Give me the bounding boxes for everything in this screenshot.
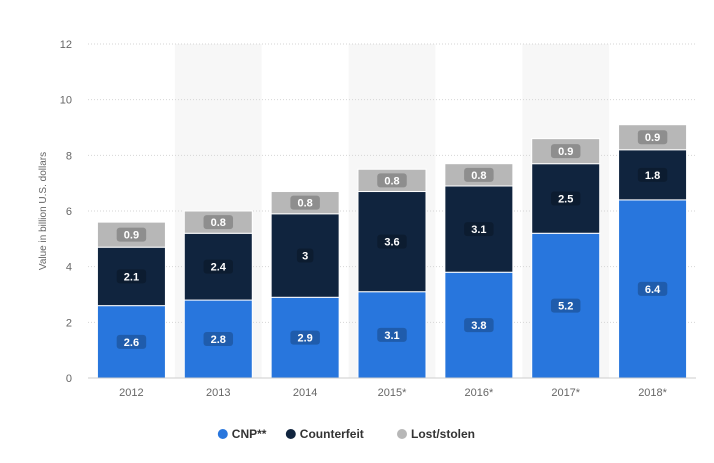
data-label: 3 [302, 251, 308, 263]
data-label-bg [116, 269, 147, 284]
data-label-bg [637, 167, 668, 182]
bar-segment [270, 296, 340, 379]
data-label: 0.8 [211, 217, 226, 229]
y-axis-ticks: 0 2 4 6 8 10 12 [60, 39, 72, 385]
y-tick-label: 6 [66, 206, 72, 218]
data-label: 0.8 [471, 170, 486, 182]
x-tick-label: 2016* [464, 387, 493, 399]
data-label-bg [464, 318, 494, 333]
y-tick-label: 2 [66, 317, 72, 329]
data-label: 2.6 [124, 337, 139, 349]
data-label-bg [203, 259, 234, 274]
data-label: 3.1 [384, 330, 399, 342]
data-label: 2.8 [211, 334, 226, 346]
data-label: 3.6 [384, 237, 399, 249]
data-label: 0.8 [384, 175, 399, 187]
data-label: 1.8 [645, 170, 660, 182]
bar-segment [96, 305, 166, 379]
bar-segment [270, 213, 340, 298]
data-label: 2.1 [124, 271, 139, 283]
x-tick-label: 2017* [551, 387, 580, 399]
x-tick-label: 2018* [638, 387, 667, 399]
data-label-bg [637, 281, 668, 296]
legend-label: CNP** [232, 427, 267, 441]
bar-segment [531, 163, 601, 234]
data-label: 2.4 [211, 262, 227, 274]
data-label-bg [550, 191, 581, 206]
data-label: 0.9 [645, 132, 660, 144]
legend-item[interactable]: Counterfeit [285, 427, 364, 441]
legend-marker [217, 429, 228, 439]
bar-segment [96, 246, 166, 307]
bar-segment [444, 163, 514, 187]
x-tick-label: 2012 [119, 387, 143, 399]
data-label-bg [637, 130, 668, 145]
data-label: 6.4 [645, 284, 661, 296]
x-tick-label: 2013 [206, 387, 230, 399]
data-label: 0.9 [124, 230, 139, 242]
legend-item[interactable]: Lost/stolen [397, 427, 475, 441]
data-label: 3.8 [471, 320, 486, 332]
y-tick-label: 0 [66, 373, 72, 385]
data-label-bg [550, 144, 581, 159]
bar-segment [618, 149, 688, 201]
y-axis-label: Value in billion U.S. dollars [38, 152, 49, 270]
legend-label: Lost/stolen [411, 427, 475, 441]
y-tick-label: 12 [60, 39, 72, 51]
bar-segment [618, 124, 688, 151]
data-label-bg [203, 215, 234, 230]
y-tick-label: 4 [66, 262, 72, 274]
bar-segment [444, 271, 514, 379]
data-label: 5.2 [558, 301, 573, 313]
legend: CNP** Counterfeit Lost/stolen [217, 427, 475, 441]
data-label: 2.9 [297, 333, 312, 345]
bar-segment [357, 168, 427, 193]
data-label: 2.5 [558, 193, 573, 205]
y-tick-label: 10 [60, 95, 72, 107]
legend-label: Counterfeit [300, 427, 364, 441]
data-label-bg [464, 167, 494, 182]
bar-segment [96, 221, 166, 248]
data-label-bg [377, 327, 407, 342]
data-label-bg [203, 332, 234, 347]
x-axis-ticks: 2012 2013 2014 2015* 2016* 2017* 2018* [119, 387, 667, 399]
x-tick-label: 2014 [293, 387, 317, 399]
data-label-bg [296, 248, 314, 263]
data-label-bg [377, 234, 407, 249]
bar-segment [183, 210, 253, 234]
data-label-bg [290, 195, 320, 210]
data-label-bg [550, 298, 581, 313]
legend-marker [397, 429, 407, 439]
bar-segment [183, 232, 253, 301]
x-tick-label: 2015* [378, 387, 407, 399]
data-label-bg [116, 334, 147, 349]
bar-segment [531, 138, 601, 165]
bar-segment [444, 185, 514, 273]
bar-segment [270, 191, 340, 215]
bar-segment [357, 291, 427, 379]
data-label-bg [290, 330, 320, 345]
legend-item[interactable]: CNP** [217, 427, 267, 441]
data-label-bg [464, 222, 494, 237]
data-label-bg [377, 173, 407, 188]
legend-marker [285, 429, 296, 439]
data-label: 3.1 [471, 224, 486, 236]
y-tick-label: 8 [66, 150, 72, 162]
data-label: 0.9 [558, 146, 573, 158]
data-label-bg [116, 227, 147, 242]
bars: 2.6 2.1 0.9 2.8 2.4 0.8 2.9 3 0.8 3.1 3.6 0.8 3.8 3.1… [96, 124, 688, 379]
data-label: 0.8 [297, 198, 312, 210]
